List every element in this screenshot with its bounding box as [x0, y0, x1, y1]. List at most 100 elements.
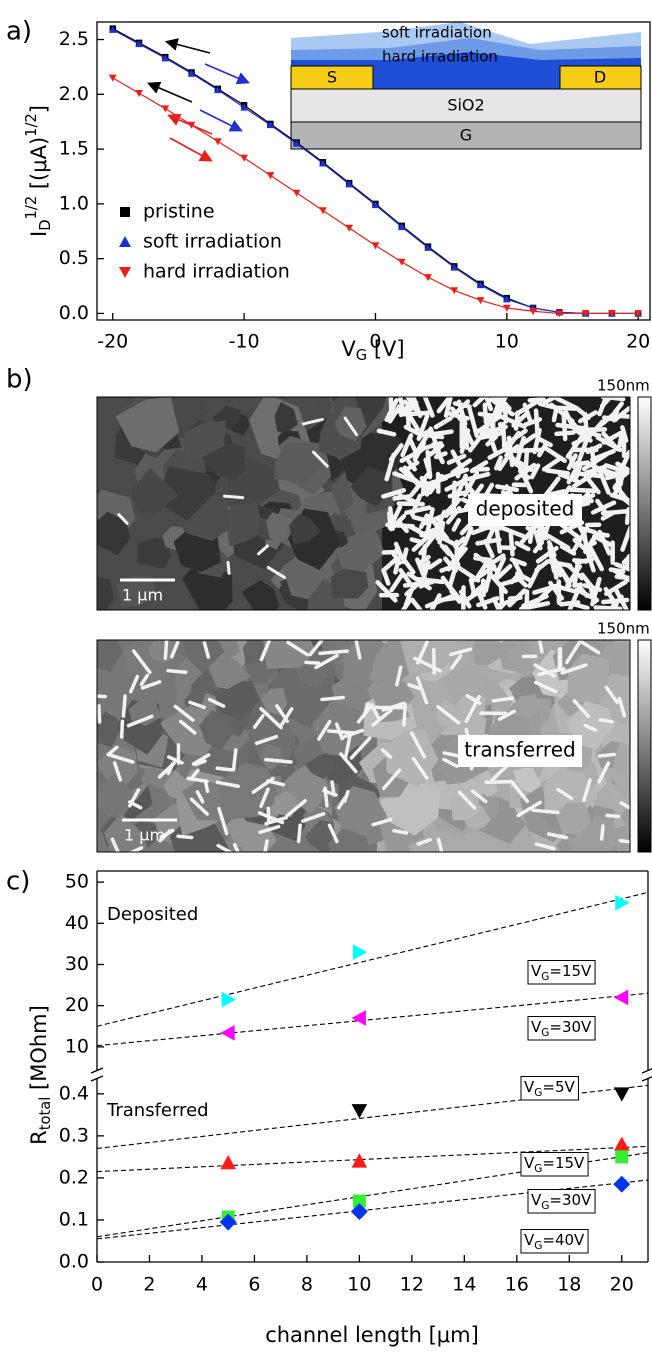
texture — [403, 550, 406, 562]
y-tick-label: 0.0 — [59, 1251, 89, 1273]
texture — [602, 826, 603, 839]
texture — [234, 750, 236, 770]
marker — [614, 990, 628, 1006]
texture — [322, 698, 343, 700]
texture — [533, 810, 557, 812]
texture — [516, 413, 518, 429]
y-tick-label: 0.3 — [59, 1124, 89, 1146]
marker — [450, 287, 458, 294]
x-tick-label: 10 — [347, 1274, 371, 1296]
texture — [573, 463, 588, 465]
inset-label: G — [460, 126, 472, 145]
y-tick-label: 0.5 — [59, 247, 89, 269]
texture — [617, 473, 620, 490]
x-tick-label: 20 — [626, 331, 650, 353]
texture — [620, 436, 622, 446]
x-tick-label: 10 — [495, 331, 519, 353]
scale-bar-label: 1 μm — [122, 586, 163, 605]
inset-label: D — [594, 68, 606, 87]
texture — [561, 603, 578, 605]
y-tick-label: 20 — [65, 994, 89, 1016]
texture — [395, 560, 398, 572]
marker — [109, 75, 117, 82]
image-label: transferred — [464, 738, 575, 762]
x-tick-label: 2 — [143, 1274, 155, 1296]
x-tick-label: 0 — [91, 1274, 103, 1296]
texture — [387, 525, 412, 526]
texture — [503, 424, 505, 450]
legend-swatch — [120, 207, 130, 217]
panel-label: a) — [6, 17, 32, 47]
texture — [540, 404, 553, 407]
y-tick-label: 40 — [65, 912, 89, 934]
x-tick-label: 18 — [557, 1274, 581, 1296]
marker — [615, 1150, 628, 1163]
y-tick-label: 0.1 — [59, 1208, 89, 1230]
marker — [372, 242, 380, 249]
marker — [614, 1087, 630, 1101]
texture — [266, 760, 291, 762]
texture — [600, 754, 615, 756]
y-axis-label: ID1/2 [(μA)1/2] — [23, 105, 54, 237]
texture — [428, 435, 442, 437]
marker — [614, 1136, 630, 1150]
texture — [617, 577, 638, 579]
marker — [352, 1010, 366, 1026]
marker — [398, 259, 406, 266]
texture — [571, 490, 595, 491]
texture — [228, 562, 229, 573]
y-tick-label: 30 — [65, 953, 89, 975]
axis-break — [642, 1068, 652, 1073]
texture — [530, 399, 544, 400]
legend-label: pristine — [143, 201, 215, 223]
marker — [220, 1025, 234, 1041]
y-tick-label: 2.5 — [59, 28, 89, 50]
texture — [627, 509, 628, 522]
y-tick-label: 10 — [65, 1035, 89, 1057]
x-axis-label: channel length [μm] — [265, 1323, 479, 1347]
marker — [345, 225, 353, 232]
marker — [240, 155, 248, 162]
marker — [220, 1155, 236, 1169]
marker — [293, 190, 301, 197]
texture — [604, 418, 615, 420]
texture — [404, 704, 406, 725]
x-tick-label: 12 — [400, 1274, 424, 1296]
texture — [597, 534, 608, 536]
colorbar-label: 150nm — [597, 620, 650, 638]
arrow — [205, 64, 247, 82]
marker — [222, 992, 236, 1008]
texture — [299, 825, 301, 841]
texture — [412, 539, 422, 542]
texture — [217, 768, 231, 770]
image-label: deposited — [476, 497, 575, 521]
texture — [99, 706, 100, 722]
panel-label: c) — [6, 867, 30, 897]
texture — [168, 671, 185, 673]
x-tick-label: 20 — [610, 1274, 634, 1296]
texture — [320, 651, 347, 653]
texture — [611, 570, 623, 572]
legend-swatch — [119, 236, 131, 247]
marker — [352, 1153, 368, 1167]
y-tick-label: 2.0 — [59, 83, 89, 105]
x-tick-label: -20 — [97, 331, 128, 353]
texture — [224, 496, 242, 497]
arrow — [200, 110, 240, 130]
texture — [93, 696, 105, 697]
panel-label: b) — [6, 365, 33, 395]
x-tick-label: -10 — [229, 331, 260, 353]
marker — [267, 172, 275, 179]
texture — [268, 808, 269, 822]
texture — [485, 405, 486, 422]
legend-swatch — [119, 267, 131, 278]
marker — [424, 274, 432, 281]
texture — [394, 831, 406, 833]
colorbar-label: 150nm — [597, 377, 650, 395]
inset-label: S — [327, 68, 337, 87]
y-tick-label: 1.5 — [59, 138, 89, 160]
marker — [188, 122, 196, 129]
x-tick-label: 4 — [196, 1274, 208, 1296]
texture — [596, 607, 620, 608]
x-tick-label: 8 — [301, 1274, 313, 1296]
